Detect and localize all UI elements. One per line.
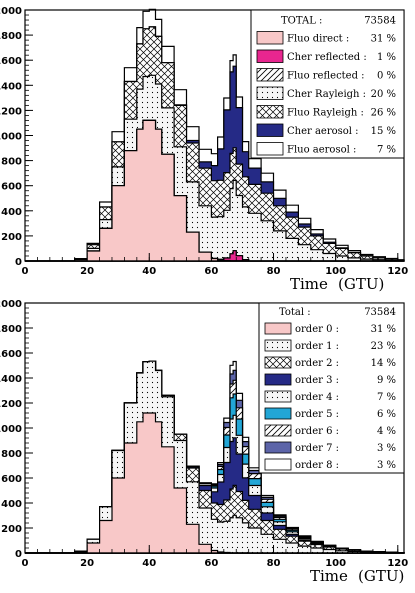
y-tick-label: 800 xyxy=(1,449,22,460)
legend-swatch xyxy=(264,441,292,454)
y-tick-label: 1000 xyxy=(0,424,22,435)
y-tick-label: 1200 xyxy=(0,399,22,410)
y-tick-label: 0 xyxy=(15,257,22,268)
legend-series-pct: 7 % xyxy=(377,392,396,403)
y-tick-label: 0 xyxy=(15,549,22,560)
legend-swatch xyxy=(256,123,284,137)
legend-series-pct: 31 % xyxy=(371,324,396,335)
y-tick-label: 1600 xyxy=(0,349,22,360)
legend-series-pct: 9 % xyxy=(377,375,396,386)
legend-series-name: Fluo direct : xyxy=(287,33,349,44)
legend-series-name: order 8 : xyxy=(295,460,339,471)
x-tick-label: 0 xyxy=(22,558,29,569)
x-axis-title: Time xyxy=(290,275,328,293)
x-tick-label: 80 xyxy=(267,558,281,569)
y-tick-label: 1000 xyxy=(0,132,22,143)
legend-series-pct: 3 % xyxy=(377,460,396,471)
y-tick-label: 1400 xyxy=(0,374,22,385)
x-axis-unit: (GTU) xyxy=(358,567,404,585)
legend-series-pct: 6 % xyxy=(377,409,396,420)
legend-swatch xyxy=(256,86,284,100)
legend-series-name: Cher reflected : xyxy=(287,52,367,63)
legend-series-pct: 1 % xyxy=(377,52,396,63)
legend-series-name: order 3 : xyxy=(295,375,339,386)
x-tick-label: 40 xyxy=(142,266,156,277)
legend-swatch xyxy=(264,390,292,403)
y-tick-label: 1600 xyxy=(0,56,22,67)
legend-swatch xyxy=(264,322,292,335)
legend-swatch xyxy=(256,68,284,82)
legend-total-label: Total : xyxy=(279,307,311,318)
x-tick-label: 100 xyxy=(325,266,346,277)
x-tick-label: 60 xyxy=(204,558,218,569)
legend-series-name: order 4 : xyxy=(295,392,339,403)
y-tick-label: 400 xyxy=(1,499,22,510)
y-tick-label: 2000 xyxy=(0,299,22,310)
y-tick-label: 2000 xyxy=(0,6,22,17)
x-tick-label: 60 xyxy=(204,266,218,277)
legend-swatch xyxy=(264,373,292,386)
legend-swatch xyxy=(256,31,284,45)
legend-series-name: order 0 : xyxy=(295,324,339,335)
legend-swatch xyxy=(264,424,292,437)
y-tick-label: 1400 xyxy=(0,81,22,92)
y-tick-label: 1800 xyxy=(0,31,22,42)
x-tick-label: 40 xyxy=(142,558,156,569)
legend-swatch xyxy=(256,49,284,63)
legend-series-name: order 7 : xyxy=(295,443,339,454)
legend-total-value: 73584 xyxy=(364,15,396,26)
x-tick-label: 120 xyxy=(387,266,408,277)
legend-series-pct: 14 % xyxy=(371,358,396,369)
legend-total-value: 73584 xyxy=(364,307,396,318)
legend-series-pct: 0 % xyxy=(377,70,396,81)
y-tick-label: 1200 xyxy=(0,106,22,117)
x-tick-label: 20 xyxy=(80,266,94,277)
legend-total-label: TOTAL : xyxy=(281,15,322,26)
legend-swatch xyxy=(256,105,284,119)
y-tick-label: 200 xyxy=(1,232,22,243)
legend-series-name: Fluo aerosol : xyxy=(287,144,356,155)
x-tick-label: 20 xyxy=(80,558,94,569)
legend-series-name: order 6 : xyxy=(295,426,339,437)
legend-swatch xyxy=(264,458,292,471)
legend-series-name: order 1 : xyxy=(295,341,339,352)
legend-series-name: Cher aerosol : xyxy=(287,126,359,137)
bottom-chart-panel: 0 200 400 600 800 1000 1200 1400 1600 1800 2000 0 20… xyxy=(0,299,408,585)
legend-swatch xyxy=(264,339,292,352)
legend-series-name: Cher Rayleigh : xyxy=(287,89,366,100)
legend-series-pct: 20 % xyxy=(371,89,396,100)
legend-series-name: Fluo Rayleigh : xyxy=(287,107,364,118)
top-chart-panel: 0 200 400 600 800 1000 1200 1400 1600 1800 2000 0 20… xyxy=(0,6,408,293)
legend-series-name: order 2 : xyxy=(295,358,339,369)
legend-series-pct: 4 % xyxy=(377,426,396,437)
legend-series-name: order 5 : xyxy=(295,409,339,420)
legend-swatch xyxy=(264,407,292,420)
y-tick-label: 200 xyxy=(1,524,22,535)
x-tick-label: 0 xyxy=(22,266,29,277)
legend-series-pct: 26 % xyxy=(371,107,396,118)
x-tick-label: 100 xyxy=(325,558,346,569)
legend-series-pct: 23 % xyxy=(371,341,396,352)
legend-swatch xyxy=(264,356,292,369)
x-tick-label: 120 xyxy=(387,558,408,569)
y-tick-label: 800 xyxy=(1,157,22,168)
legend-series-pct: 7 % xyxy=(377,144,396,155)
y-tick-label: 400 xyxy=(1,207,22,218)
legend-series-name: Fluo reflected : xyxy=(287,70,365,81)
x-axis-unit: (GTU) xyxy=(338,275,384,293)
x-tick-label: 80 xyxy=(267,266,281,277)
legend-series-pct: 3 % xyxy=(377,443,396,454)
legend-series-pct: 15 % xyxy=(371,126,396,137)
legend-swatch xyxy=(256,142,284,156)
y-tick-label: 600 xyxy=(1,474,22,485)
y-tick-label: 1800 xyxy=(0,324,22,335)
legend-series-pct: 31 % xyxy=(371,33,396,44)
x-axis-title: Time xyxy=(310,567,348,585)
y-tick-label: 600 xyxy=(1,182,22,193)
